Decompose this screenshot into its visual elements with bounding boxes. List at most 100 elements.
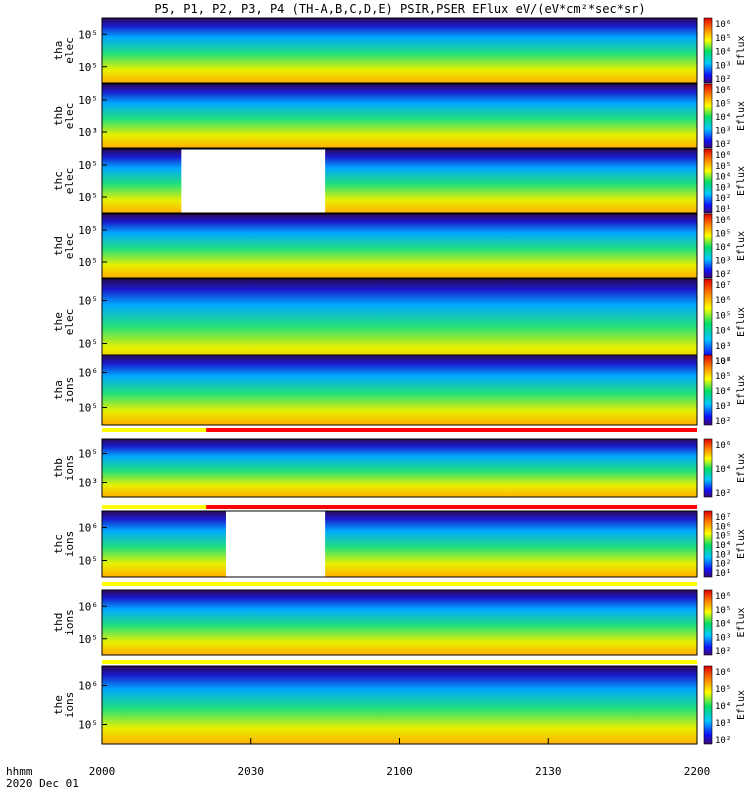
colorbar-tick-label: 10³ xyxy=(715,719,731,729)
colorbar-tick-label: 10² xyxy=(715,417,731,427)
y-tick-label: 10⁵ xyxy=(78,159,98,172)
y-tick-label: 10⁵ xyxy=(78,448,98,461)
time-axis-ticks: 2000 2030 2100 2130 2200 xyxy=(89,738,710,778)
y-tick-label: 10⁵ xyxy=(78,338,98,351)
panel-ylabel: the xyxy=(52,312,65,332)
colorbar-tick-label: 10⁴ xyxy=(715,113,731,123)
y-tick-label: 10⁶ xyxy=(78,680,98,693)
panel-frame xyxy=(101,510,698,578)
colorbar xyxy=(703,665,713,745)
panel-ylabel: thb xyxy=(52,458,65,478)
colorbar-label: Eflux xyxy=(736,307,747,337)
colorbar-tick-label: 10² xyxy=(715,736,731,746)
colorbar-tick-label: 10³ xyxy=(715,257,731,267)
colorbar-tick-label: 10³ xyxy=(715,183,731,193)
colorbar-label: Eflux xyxy=(736,166,747,196)
panel-ylabel: ions xyxy=(63,531,76,558)
y-tick-label: 10³ xyxy=(78,126,98,139)
colorbar-label: Eflux xyxy=(736,35,747,65)
panel-ylabel: the xyxy=(52,695,65,715)
colorbar-tick-label: 10⁶ xyxy=(715,441,731,451)
y-tick-label: 10⁵ xyxy=(78,633,98,646)
colorbar-tick-label: 10⁴ xyxy=(715,173,731,183)
colorbar-tick-label: 10⁵ xyxy=(715,162,731,172)
time-axis-corner-label: hhmm xyxy=(6,765,33,778)
colorbar-tick-label: 10⁶ xyxy=(715,296,731,306)
colorbar-tick-label: 10⁶ xyxy=(715,86,731,96)
mode-bar-red xyxy=(206,505,697,509)
data-gap xyxy=(181,149,326,213)
time-tick-label: 2100 xyxy=(386,765,413,778)
panel-ylabel: tha xyxy=(52,41,65,61)
colorbar-tick-label: 10³ xyxy=(715,633,731,643)
colorbar-tick-label: 10⁵ xyxy=(715,685,731,695)
colorbar-label: Eflux xyxy=(736,690,747,720)
colorbar-tick-label: 10³ xyxy=(715,402,731,412)
colorbar xyxy=(703,213,713,279)
panel-ylabel: elec xyxy=(63,37,76,64)
y-tick-label: 10⁵ xyxy=(78,61,98,74)
colorbar-tick-label: 10⁵ xyxy=(715,311,731,321)
panel-group: thaelec10⁵10⁵10⁶10⁵10⁴10³10²Efluxthbelec… xyxy=(52,17,747,746)
colorbar-tick-label: 10³ xyxy=(715,127,731,137)
y-tick-label: 10⁵ xyxy=(78,555,98,568)
time-axis: hhmm 2020 Dec 01 2000 2030 2100 2130 2200 xyxy=(6,738,710,790)
y-tick-label: 10⁵ xyxy=(78,402,98,415)
colorbar-tick-label: 10⁴ xyxy=(715,465,731,475)
y-tick-label: 10⁶ xyxy=(78,600,98,613)
colorbar-tick-label: 10⁶ xyxy=(715,151,731,161)
colorbar-tick-label: 10⁵ xyxy=(715,100,731,110)
panel-ylabel: elec xyxy=(63,233,76,260)
colorbar-label: Eflux xyxy=(736,607,747,637)
spectrogram-image xyxy=(102,439,697,497)
panel-ylabel: ions xyxy=(63,609,76,636)
colorbar-tick-label: 10² xyxy=(715,489,731,499)
panel-frame xyxy=(101,148,698,214)
colorbar-tick-label: 10⁴ xyxy=(715,327,731,337)
colorbar xyxy=(703,354,713,426)
colorbar-tick-label: 10¹ xyxy=(715,205,731,215)
colorbar xyxy=(703,17,713,84)
y-tick-label: 10⁵ xyxy=(78,256,98,269)
panel-ylabel: elec xyxy=(63,309,76,336)
panel-frame xyxy=(101,213,698,279)
colorbar-tick-label: 10⁶ xyxy=(715,592,731,602)
data-gap xyxy=(225,511,326,577)
panel-ylabel: ions xyxy=(63,377,76,404)
colorbar-tick-label: 10⁷ xyxy=(715,281,731,291)
time-tick-label: 2030 xyxy=(238,765,265,778)
colorbar-tick-label: 10³ xyxy=(715,61,731,71)
panel-frame xyxy=(101,83,698,149)
colorbar-label: Eflux xyxy=(736,375,747,405)
panel-frame xyxy=(101,438,698,498)
panel-ylabel: thc xyxy=(52,534,65,554)
panel-frame xyxy=(101,17,698,84)
spectrogram-image xyxy=(102,355,697,425)
y-tick-label: 10³ xyxy=(78,477,98,490)
colorbar-tick-label: 10² xyxy=(715,560,731,570)
mode-bar-yellow xyxy=(102,582,697,586)
panel-ylabel: thc xyxy=(52,171,65,191)
colorbar-tick-label: 10² xyxy=(715,194,731,204)
colorbar-tick-label: 10¹ xyxy=(715,569,731,579)
colorbar-tick-label: 10⁶ xyxy=(715,357,731,367)
y-tick-label: 10⁶ xyxy=(78,522,98,535)
y-tick-label: 10⁵ xyxy=(78,28,98,41)
panel-ylabel: thb xyxy=(52,106,65,126)
colorbar-tick-label: 10⁵ xyxy=(715,372,731,382)
colorbar xyxy=(703,438,713,498)
colorbar-tick-label: 10² xyxy=(715,140,731,150)
colorbar-tick-label: 10⁶ xyxy=(715,20,731,30)
spectrogram-image xyxy=(102,590,697,655)
colorbar-label: Eflux xyxy=(736,101,747,131)
colorbar-tick-label: 10⁵ xyxy=(715,532,731,542)
